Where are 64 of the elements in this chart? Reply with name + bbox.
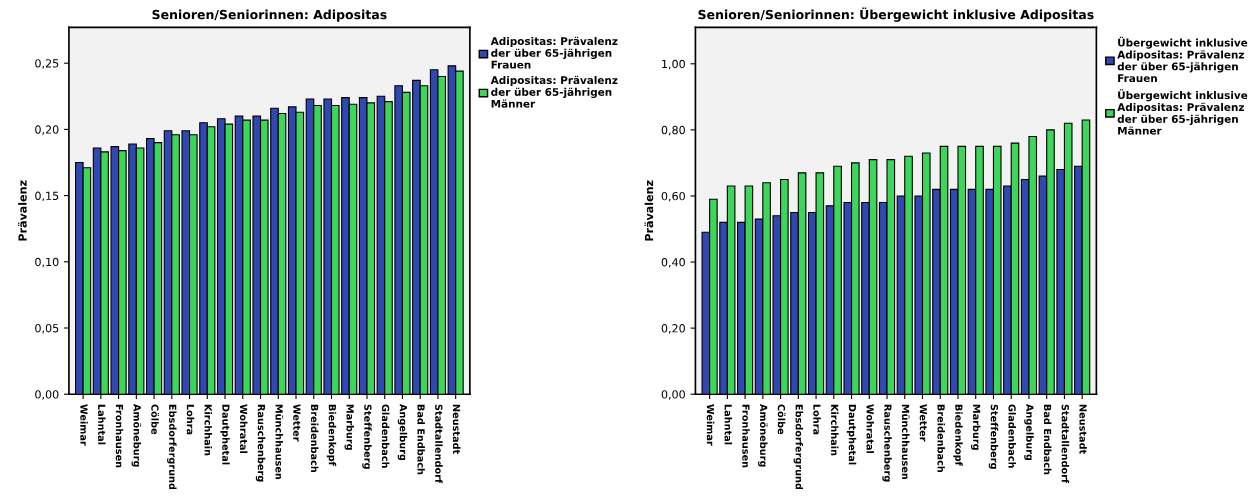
y-tick-label: 0,20: [35, 125, 59, 135]
y-tick-label: 0,00: [661, 390, 685, 400]
y-tick-label: 0,60: [661, 191, 685, 202]
x-tick-label: Ebsdorfergrund: [167, 404, 177, 490]
x-tick-label: Lohra: [186, 404, 195, 435]
x-tick-label: Neustadt: [1079, 404, 1087, 454]
x-tick-label: Kirchhain: [204, 404, 212, 456]
x-tick-label: Lohra: [813, 404, 821, 435]
x-tick-label: Bad Endbach: [417, 404, 425, 475]
y-tick-label: 1,00: [662, 59, 685, 70]
x-tick-label: Wetter: [919, 404, 927, 442]
x-tick-label: Biedenkopf: [326, 404, 337, 466]
y-tick-label: 0,25: [35, 59, 59, 69]
x-tick-label: Bad Endbach: [1043, 404, 1052, 475]
x-tick-label: Fronhausen: [742, 404, 750, 468]
x-tick-label: Dautphetal: [846, 404, 857, 465]
x-tick-label: Lahntal: [98, 404, 106, 445]
x-tick-label: Kirchhain: [830, 404, 839, 456]
x-tick-label: Lahntal: [724, 404, 733, 445]
x-tick-label: Wohratal: [866, 404, 874, 453]
x-tick-label: Gladenbach: [1008, 404, 1016, 468]
legend-label: Übergewicht inklusive Adipositas: Prävalenz der über 65-jährigen Frauen: [1117, 36, 1248, 83]
x-tick-label: Breidenbach: [937, 404, 945, 472]
y-axis-title: Prävalenz: [17, 180, 27, 241]
x-tick-label: Steffenberg: [362, 404, 372, 469]
x-tick-label: Dautphetal: [220, 404, 230, 465]
x-tick-label: Ebsdorfergrund: [793, 404, 804, 490]
y-tick-label: 0,15: [35, 191, 59, 202]
x-tick-label: Stadtallendorf: [435, 404, 443, 484]
x-tick-label: Breidenbach: [310, 404, 319, 472]
x-tick-label: Münchhausen: [901, 404, 910, 480]
x-tick-label: Marburg: [344, 404, 354, 450]
chart-title: Senioren/Seniorinnen: Adipositas: [152, 9, 387, 22]
x-tick-label: Steffenberg: [988, 404, 999, 469]
y-axis-title: Prävalenz: [644, 180, 654, 241]
chart-title: Senioren/Seniorinnen: Übergewicht inklusive Adipositas: [698, 7, 1094, 22]
x-tick-label: Marburg: [970, 404, 981, 450]
x-tick-label: Münchhausen: [275, 404, 284, 480]
y-tick-label: 0,80: [661, 125, 685, 136]
legend-label: Adipositas: Prävalenz der über 65-jährigen Frauen: [490, 36, 618, 69]
legend-label: Adipositas: Prävalenz der über 65-jährigen Männer: [490, 75, 618, 108]
x-tick-label: Angelburg: [397, 403, 408, 461]
x-tick-label: Wohratal: [239, 404, 248, 453]
x-tick-label: Neustadt: [452, 404, 461, 454]
x-tick-label: Amöneburg: [758, 403, 768, 467]
y-tick-label: 0,10: [35, 257, 59, 268]
x-tick-label: Gladenbach: [381, 404, 390, 468]
y-tick-label: 0,40: [661, 258, 685, 268]
x-tick-label: Cölbe: [151, 404, 159, 435]
x-tick-label: Biedenkopf: [953, 404, 963, 466]
x-tick-label: Wetter: [293, 404, 301, 442]
x-tick-label: Angelburg: [1024, 403, 1034, 461]
x-tick-label: Rauschenberg: [255, 404, 266, 482]
x-tick-label: Fronhausen: [115, 404, 124, 468]
x-tick-label: Weimar: [706, 404, 715, 446]
y-tick-label: 0,05: [35, 323, 59, 334]
x-tick-label: Amöneburg: [131, 403, 142, 467]
x-tick-label: Rauschenberg: [882, 404, 892, 482]
y-tick-label: 0,00: [35, 390, 59, 400]
x-tick-label: Weimar: [80, 404, 88, 446]
legend-label: Übergewicht inklusive Adipositas: Prävalenz der über 65-jährigen Männer: [1117, 89, 1248, 135]
x-tick-label: Stadtallendorf: [1061, 404, 1070, 484]
y-tick-label: 0,20: [661, 324, 685, 334]
x-tick-label: Cölbe: [777, 404, 786, 435]
